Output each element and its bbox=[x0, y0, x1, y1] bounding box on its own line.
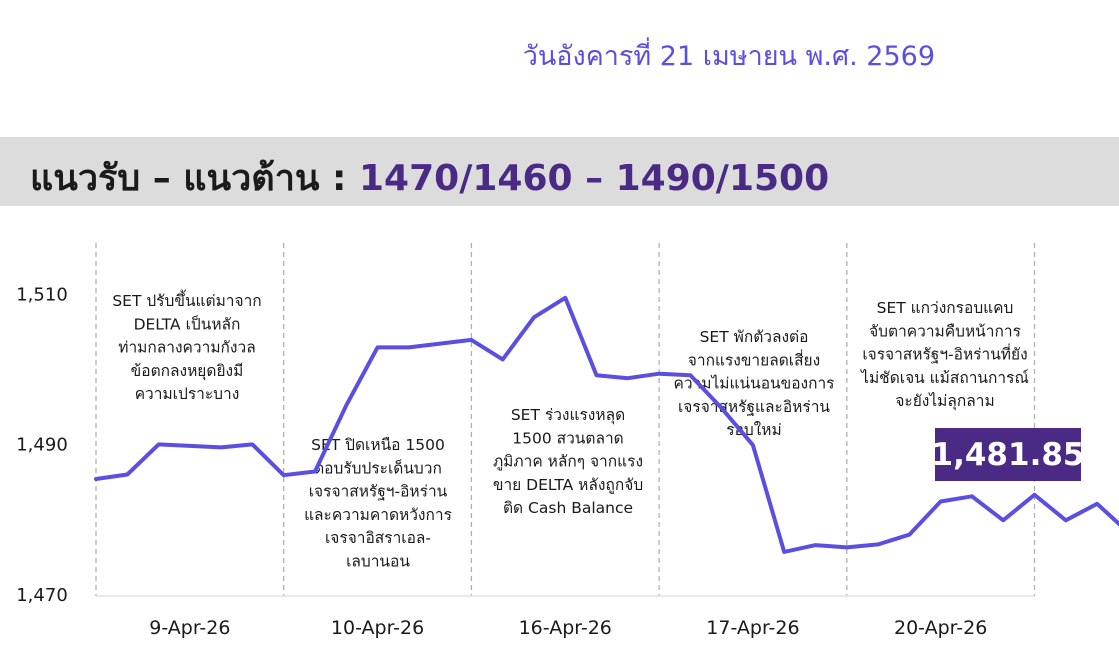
x-tick-label: 20-Apr-26 bbox=[894, 617, 987, 639]
support-resistance-levels: 1470/1460 – 1490/1500 bbox=[359, 158, 830, 199]
period-annotation-line: ความไม่แน่นอนของการ bbox=[674, 375, 835, 393]
period-annotation-line: รอบใหม่ bbox=[726, 421, 781, 439]
period-annotation-line: DELTA เป็นหลัก bbox=[134, 314, 241, 333]
period-annotation-line: เจรจาสหรัฐฯ-อิหร่านที่ยัง bbox=[862, 344, 1027, 364]
period-annotation-line: ติด Cash Balance bbox=[503, 499, 633, 517]
period-annotation-line: จากแรงขายลดเสี่ยง bbox=[688, 349, 820, 369]
period-annotation-line: SET ปิดเหนือ 1500 bbox=[311, 436, 445, 454]
y-tick-label: 1,510 bbox=[16, 284, 68, 305]
period-annotation-line: ภูมิภาค หลักๆ จากแรง bbox=[493, 453, 643, 472]
period-annotation-line: SET ร่วงแรงหลุด bbox=[511, 406, 625, 425]
period-annotation-line: ไม่ชัดเจน แม้สถานการณ์ bbox=[859, 369, 1029, 387]
x-tick-label: 16-Apr-26 bbox=[519, 617, 612, 639]
period-annotation-line: ขาย DELTA หลังถูกจับ bbox=[493, 476, 643, 495]
report-date: วันอังคารที่ 21 เมษายน พ.ศ. 2569 bbox=[522, 41, 935, 72]
support-resistance-text: แนวรับ – แนวต้าน : 1470/1460 – 1490/1500 bbox=[30, 149, 829, 206]
x-tick-label: 10-Apr-26 bbox=[331, 617, 424, 639]
y-tick-label: 1,490 bbox=[16, 435, 68, 456]
period-annotation-line: SET แกว่งกรอบแคบ bbox=[877, 299, 1014, 317]
period-annotation-line: ท่ามกลางความกังวล bbox=[118, 339, 255, 357]
period-annotation-line: เจรจาสหรัฐและอิหร่าน bbox=[678, 398, 830, 416]
period-annotation-line: ตอบรับประเด็นบวก bbox=[314, 458, 442, 477]
x-tick-label: 9-Apr-26 bbox=[149, 617, 230, 639]
y-tick-label: 1,470 bbox=[16, 585, 68, 606]
period-annotation-line: เจรจาอิสราเอล- bbox=[325, 529, 431, 547]
period-annotation-line: ความเปราะบาง bbox=[135, 385, 240, 403]
period-annotation-line: SET พักตัวลงต่อ bbox=[700, 328, 809, 346]
support-resistance-banner: แนวรับ – แนวต้าน : 1470/1460 – 1490/1500 bbox=[0, 137, 1119, 206]
last-value-label: 1,481.85 bbox=[932, 428, 1085, 481]
period-annotation-line: 1500 สวนตลาด bbox=[512, 429, 623, 447]
period-annotation-line: เลบานอน bbox=[346, 553, 410, 571]
period-annotation-line: SET ปรับขึ้นแต่มาจาก bbox=[112, 289, 261, 310]
period-annotation-line: ข้อตกลงหยุดยิงมี bbox=[131, 362, 244, 381]
period-annotation-line: จะยังไม่ลุกลาม bbox=[895, 392, 994, 411]
period-annotation-line: เจรจาสหรัฐฯ-อิหร่าน bbox=[309, 483, 448, 501]
support-resistance-label: แนวรับ – แนวต้าน : bbox=[30, 158, 347, 199]
period-annotation-line: จับตาความคืบหน้าการ bbox=[869, 322, 1021, 340]
x-tick-label: 17-Apr-26 bbox=[706, 617, 799, 639]
set-index-series-line bbox=[94, 295, 1119, 554]
period-annotation-line: และความคาดหวังการ bbox=[304, 506, 452, 524]
